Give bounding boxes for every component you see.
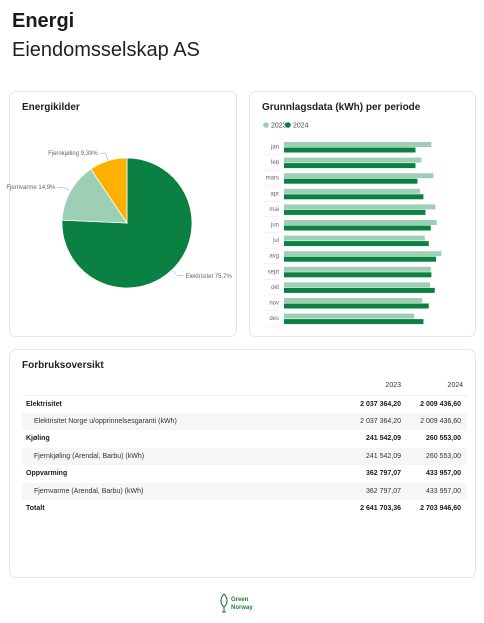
energy-sources-title: Energikilder xyxy=(22,102,80,113)
pie-slice-fjernkjøling[interactable] xyxy=(90,157,128,225)
value-2024: 2 009 436,60 xyxy=(405,412,467,430)
bar-apr-2024[interactable] xyxy=(284,194,424,200)
category-label: jul xyxy=(272,238,279,244)
basis-data-title: Grunnlagsdata (kWh) per periode xyxy=(262,102,421,113)
value-2023: 362 797,07 xyxy=(365,470,401,478)
bar-jun-2024[interactable] xyxy=(284,225,431,231)
table-header-2023: 2023 xyxy=(345,377,405,396)
category-label: feb xyxy=(271,160,280,166)
page-title: Energi xyxy=(12,10,75,32)
bar-avg-2024[interactable] xyxy=(284,256,437,262)
pie-label-fjernvarme: Fjernvarme 14,9% xyxy=(6,185,56,191)
value-2024: 2 703 946,60 xyxy=(420,505,461,513)
table-subrow: Fjernvarme (Arendal, Barbu) (kWh) 362 797… xyxy=(22,482,467,500)
pie-leader-line xyxy=(57,186,70,191)
bar-okt-2024[interactable] xyxy=(284,287,435,293)
pie-leader-line xyxy=(99,152,109,160)
category-label: okt xyxy=(271,285,279,291)
value-2023: 241 542,09 xyxy=(345,447,405,465)
table-header-2024: 2024 xyxy=(405,377,467,396)
plug-leaf-icon xyxy=(220,593,228,613)
value-2024: 2 009 436,60 xyxy=(420,400,461,408)
row-label: Elektrisitet xyxy=(26,400,62,408)
row-label: Oppvarming xyxy=(26,470,68,478)
category-label: des xyxy=(269,316,279,322)
bar-jan-2023[interactable] xyxy=(284,142,432,147)
category-label: jun xyxy=(270,223,279,229)
value-2023: 241 542,09 xyxy=(365,435,401,443)
category-label: mars xyxy=(266,176,279,182)
bar-mars-2023[interactable] xyxy=(284,173,434,179)
basis-data-card: Grunnlagsdata (kWh) per periode 2023 2024… xyxy=(249,91,476,337)
bar-jul-2024[interactable] xyxy=(284,241,429,247)
bar-jan-2024[interactable] xyxy=(284,147,416,153)
bar-sept-2024[interactable] xyxy=(284,272,432,278)
category-label: apr xyxy=(270,191,279,197)
usage-table: 2023 2024 Elektrisitet 2 037 364,20 2 009 … xyxy=(22,377,467,518)
value-2023: 2 037 364,20 xyxy=(360,400,401,408)
legend-marker-2023 xyxy=(263,122,269,128)
bar-mars-2024[interactable] xyxy=(284,178,418,184)
bar-okt-2023[interactable] xyxy=(284,282,431,288)
category-label: nov xyxy=(269,301,279,307)
bar-des-2024[interactable] xyxy=(284,319,424,325)
row-label: Fjernkjøling (Arendal, Barbu) (kWh) xyxy=(22,447,345,465)
table-header-row: 2023 2024 xyxy=(22,377,467,396)
usage-overview-card: Forbruksoversikt 2023 2024 Elektrisitet 2… xyxy=(9,349,476,578)
bar-feb-2024[interactable] xyxy=(284,163,416,169)
monthly-bar-chart: 2023 2024 jan feb mars apr mai jun jul avg sept okt… xyxy=(263,122,442,327)
table-total-row: Totalt 2 641 703,36 2 703 946,60 xyxy=(22,500,467,518)
value-2024: 260 553,00 xyxy=(405,447,467,465)
bar-mai-2024[interactable] xyxy=(284,209,426,215)
category-label: avg xyxy=(269,254,279,260)
table-header-label xyxy=(22,377,345,396)
bar-apr-2023[interactable] xyxy=(284,188,421,194)
category-label: sept xyxy=(268,269,280,275)
row-label: Totalt xyxy=(26,505,45,513)
table-group-row: Oppvarming 362 797,07 433 957,00 xyxy=(22,465,467,483)
pie-leader-line xyxy=(172,270,184,277)
energy-sources-card: Energikilder Elektrisitet 75,7% Fjernvarm… xyxy=(6,91,237,337)
pie-label-fjernkjøling: Fjernkjøling 9,39% xyxy=(48,151,98,157)
bar-jul-2023[interactable] xyxy=(284,235,425,241)
page-subtitle: Eiendomsselskap AS xyxy=(12,39,200,61)
value-2024: 433 957,00 xyxy=(405,482,467,500)
category-label: mai xyxy=(269,207,279,213)
bar-nov-2023[interactable] xyxy=(284,298,423,303)
bar-sept-2023[interactable] xyxy=(284,266,431,272)
bar-des-2023[interactable] xyxy=(284,313,415,319)
logo-line-1: Green xyxy=(231,597,249,603)
row-label: Elektrisitet Norge u/opprinnelsesgaranti… xyxy=(22,412,345,430)
category-label: jan xyxy=(270,145,279,151)
energy-pie-chart: Elektrisitet 75,7% Fjernvarme 14,9% Fjernk… xyxy=(6,151,232,289)
logo-line-2: Norway xyxy=(231,605,253,611)
table-group-row: Elektrisitet 2 037 364,20 2 009 436,60 xyxy=(22,395,467,413)
bar-avg-2023[interactable] xyxy=(284,251,442,257)
table-group-row: Kjøling 241 542,09 260 553,00 xyxy=(22,430,467,448)
bar-feb-2023[interactable] xyxy=(284,157,422,163)
usage-overview-title: Forbruksoversikt xyxy=(22,360,104,371)
pie-slice-fjernvarme[interactable] xyxy=(61,168,128,224)
bar-mai-2023[interactable] xyxy=(284,204,436,210)
value-2023: 362 797,07 xyxy=(345,482,405,500)
legend-label-2023: 2023 xyxy=(271,123,287,130)
value-2024: 433 957,00 xyxy=(425,470,461,478)
bar-jun-2023[interactable] xyxy=(284,220,437,225)
value-2024: 260 553,00 xyxy=(425,435,461,443)
value-2023: 2 641 703,36 xyxy=(360,505,401,513)
row-label: Kjøling xyxy=(26,435,50,443)
legend-marker-2024 xyxy=(285,122,291,128)
bar-nov-2024[interactable] xyxy=(284,303,429,309)
pie-label-elektrisitet: Elektrisitet 75,7% xyxy=(185,274,232,280)
value-2023: 2 037 364,20 xyxy=(345,412,405,430)
legend-label-2024: 2024 xyxy=(293,123,309,130)
table-subrow: Elektrisitet Norge u/opprinnelsesgaranti… xyxy=(22,412,467,430)
table-subrow: Fjernkjøling (Arendal, Barbu) (kWh) 241 5… xyxy=(22,447,467,465)
row-label: Fjernvarme (Arendal, Barbu) (kWh) xyxy=(22,482,345,500)
green-norway-logo: Green Norway xyxy=(220,593,253,613)
